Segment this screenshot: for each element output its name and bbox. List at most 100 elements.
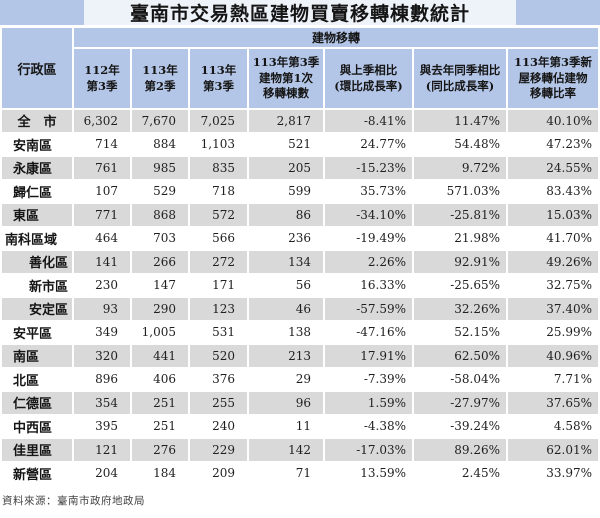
value-cell-113q3: 572 bbox=[190, 204, 247, 226]
value-cell-113q3: 272 bbox=[190, 251, 247, 273]
column-header-new-house-ratio: 113年第3季新 屋移轉佔建物 移轉比率 bbox=[508, 49, 599, 108]
group-header-building-transfer: 建物移轉 bbox=[74, 28, 599, 47]
value-cell-113q3: 123 bbox=[190, 298, 247, 320]
value-cell-112q3: 6,302 bbox=[74, 110, 130, 132]
value-cell-first-transfer: 56 bbox=[249, 274, 323, 296]
value-cell-new-ratio: 25.99% bbox=[508, 321, 599, 343]
value-cell-yoy: 89.26% bbox=[414, 439, 506, 461]
value-cell-113q3: 255 bbox=[190, 392, 247, 414]
table-row: 北區 896 406 376 29 -7.39% -58.04% 7.71% bbox=[2, 368, 599, 390]
value-cell-113q3: 1,103 bbox=[190, 133, 247, 155]
column-header-first-transfer: 113年第3季 建物第1次 移轉棟數 bbox=[249, 49, 323, 108]
table-row: 佳里區 121 276 229 142 -17.03% 89.26% 62.01… bbox=[2, 439, 599, 461]
title-bar: 臺南市交易熱區建物買賣移轉棟數統計 bbox=[0, 0, 600, 25]
value-cell-qoq: -34.10% bbox=[325, 204, 412, 226]
value-cell-first-transfer: 29 bbox=[249, 368, 323, 390]
value-cell-new-ratio: 41.70% bbox=[508, 227, 599, 249]
value-cell-new-ratio: 15.03% bbox=[508, 204, 599, 226]
column-header-qoq-growth: 與上季相比 (環比成長率) bbox=[325, 49, 412, 108]
value-cell-112q3: 204 bbox=[74, 462, 130, 484]
table-row: 新營區 204 184 209 71 13.59% 2.45% 33.97% bbox=[2, 462, 599, 484]
value-cell-113q3: 566 bbox=[190, 227, 247, 249]
value-cell-113q2: 406 bbox=[132, 368, 188, 390]
value-cell-new-ratio: 83.43% bbox=[508, 180, 599, 202]
value-cell-113q2: 868 bbox=[132, 204, 188, 226]
value-cell-first-transfer: 86 bbox=[249, 204, 323, 226]
value-cell-first-transfer: 213 bbox=[249, 345, 323, 367]
value-cell-first-transfer: 599 bbox=[249, 180, 323, 202]
district-name-cell: 中西區 bbox=[2, 415, 72, 437]
value-cell-112q3: 141 bbox=[74, 251, 130, 273]
value-cell-first-transfer: 96 bbox=[249, 392, 323, 414]
table-row: 安平區 349 1,005 531 138 -47.16% 52.15% 25.… bbox=[2, 321, 599, 343]
value-cell-113q3: 7,025 bbox=[190, 110, 247, 132]
value-cell-new-ratio: 37.65% bbox=[508, 392, 599, 414]
value-cell-113q2: 441 bbox=[132, 345, 188, 367]
value-cell-yoy: 21.98% bbox=[414, 227, 506, 249]
column-header-112q3: 112年 第3季 bbox=[74, 49, 130, 108]
column-header-113q3: 113年 第3季 bbox=[190, 49, 247, 108]
value-cell-112q3: 107 bbox=[74, 180, 130, 202]
value-cell-113q2: 703 bbox=[132, 227, 188, 249]
value-cell-yoy: 11.47% bbox=[414, 110, 506, 132]
value-cell-112q3: 320 bbox=[74, 345, 130, 367]
value-cell-yoy: -39.24% bbox=[414, 415, 506, 437]
value-cell-113q2: 266 bbox=[132, 251, 188, 273]
page-title: 臺南市交易熱區建物買賣移轉棟數統計 bbox=[129, 3, 470, 25]
district-name-cell: 安平區 bbox=[2, 321, 72, 343]
value-cell-113q2: 529 bbox=[132, 180, 188, 202]
district-name-cell: 新營區 bbox=[2, 462, 72, 484]
value-cell-yoy: 62.50% bbox=[414, 345, 506, 367]
value-cell-113q2: 251 bbox=[132, 415, 188, 437]
value-cell-112q3: 121 bbox=[74, 439, 130, 461]
district-name-cell: 安定區 bbox=[2, 298, 72, 320]
value-cell-new-ratio: 7.71% bbox=[508, 368, 599, 390]
table-row: 安南區 714 884 1,103 521 24.77% 54.48% 47.2… bbox=[2, 133, 599, 155]
district-name-cell: 北區 bbox=[2, 368, 72, 390]
value-cell-first-transfer: 138 bbox=[249, 321, 323, 343]
value-cell-qoq: -7.39% bbox=[325, 368, 412, 390]
value-cell-qoq: 17.91% bbox=[325, 345, 412, 367]
table-row: 中西區 395 251 240 11 -4.38% -39.24% 4.58% bbox=[2, 415, 599, 437]
value-cell-yoy: 54.48% bbox=[414, 133, 506, 155]
table-row: 永康區 761 985 835 205 -15.23% 9.72% 24.55% bbox=[2, 157, 599, 179]
value-cell-yoy: -25.65% bbox=[414, 274, 506, 296]
district-name-cell: 全市 bbox=[2, 110, 72, 132]
value-cell-113q3: 229 bbox=[190, 439, 247, 461]
value-cell-112q3: 354 bbox=[74, 392, 130, 414]
value-cell-qoq: -15.23% bbox=[325, 157, 412, 179]
value-cell-112q3: 395 bbox=[74, 415, 130, 437]
value-cell-first-transfer: 71 bbox=[249, 462, 323, 484]
value-cell-yoy: -25.81% bbox=[414, 204, 506, 226]
table-row: 安定區 93 290 123 46 -57.59% 32.26% 37.40% bbox=[2, 298, 599, 320]
value-cell-yoy: -58.04% bbox=[414, 368, 506, 390]
title-box: 臺南市交易熱區建物買賣移轉棟數統計 bbox=[84, 0, 516, 25]
value-cell-113q3: 376 bbox=[190, 368, 247, 390]
value-cell-new-ratio: 37.40% bbox=[508, 298, 599, 320]
value-cell-112q3: 349 bbox=[74, 321, 130, 343]
value-cell-new-ratio: 47.23% bbox=[508, 133, 599, 155]
value-cell-yoy: 9.72% bbox=[414, 157, 506, 179]
value-cell-112q3: 464 bbox=[74, 227, 130, 249]
value-cell-qoq: 13.59% bbox=[325, 462, 412, 484]
table-row: 東區 771 868 572 86 -34.10% -25.81% 15.03% bbox=[2, 204, 599, 226]
value-cell-new-ratio: 24.55% bbox=[508, 157, 599, 179]
table-row: 仁德區 354 251 255 96 1.59% -27.97% 37.65% bbox=[2, 392, 599, 414]
value-cell-112q3: 771 bbox=[74, 204, 130, 226]
value-cell-112q3: 93 bbox=[74, 298, 130, 320]
district-name-cell: 歸仁區 bbox=[2, 180, 72, 202]
value-cell-qoq: 2.26% bbox=[325, 251, 412, 273]
value-cell-qoq: 16.33% bbox=[325, 274, 412, 296]
value-cell-113q3: 520 bbox=[190, 345, 247, 367]
table-row: 新市區 230 147 171 56 16.33% -25.65% 32.75% bbox=[2, 274, 599, 296]
value-cell-113q3: 718 bbox=[190, 180, 247, 202]
table-row: 善化區 141 266 272 134 2.26% 92.91% 49.26% bbox=[2, 251, 599, 273]
value-cell-113q2: 884 bbox=[132, 133, 188, 155]
table-row: 南區 320 441 520 213 17.91% 62.50% 40.96% bbox=[2, 345, 599, 367]
column-header-yoy-growth: 與去年同季相比 (同比成長率) bbox=[414, 49, 506, 108]
value-cell-first-transfer: 134 bbox=[249, 251, 323, 273]
value-cell-113q2: 290 bbox=[132, 298, 188, 320]
value-cell-qoq: 1.59% bbox=[325, 392, 412, 414]
value-cell-new-ratio: 62.01% bbox=[508, 439, 599, 461]
